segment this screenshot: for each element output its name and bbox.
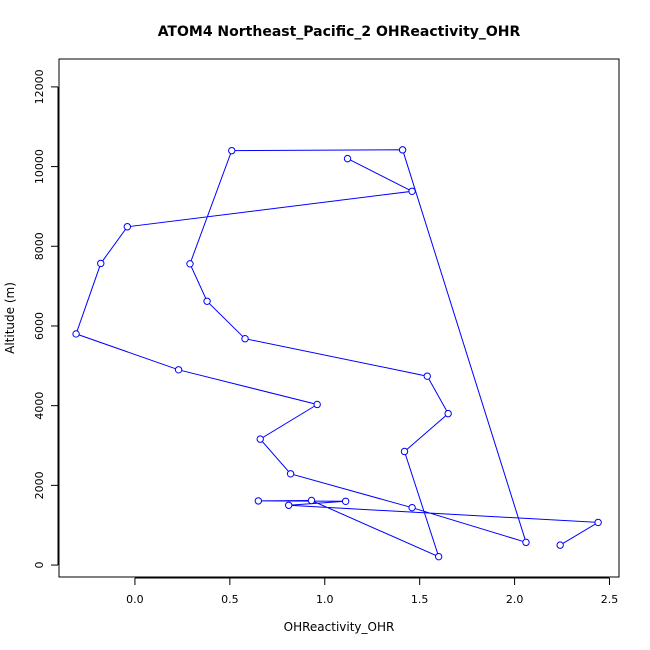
x-tick-label: 1.0	[316, 593, 334, 606]
x-tick-label: 0.5	[221, 593, 239, 606]
y-tick-label: 12000	[33, 69, 46, 104]
data-point	[203, 297, 211, 305]
plot-frame	[58, 58, 620, 578]
data-point	[256, 435, 264, 443]
data-point	[97, 259, 105, 268]
data-point	[286, 470, 295, 478]
y-tick-label: 4000	[33, 392, 46, 420]
data-point	[343, 154, 352, 163]
y-tick-label: 2000	[33, 471, 46, 499]
chart-title: ATOM4 Northeast_Pacific_2 OHReactivity_O…	[158, 24, 521, 40]
x-axis: 0.0 0.5 1.0 1.5 2.0 2.5	[126, 577, 619, 606]
data-point	[174, 366, 183, 374]
y-tick-label: 8000	[33, 232, 46, 260]
data-point	[313, 400, 321, 409]
data-point	[186, 260, 194, 268]
data-point	[307, 496, 316, 505]
data-point	[408, 503, 416, 512]
data-point	[400, 447, 409, 456]
series-line	[75, 149, 600, 558]
data-point	[341, 497, 350, 505]
y-axis-label: Altitude (m)	[3, 282, 17, 354]
data-point	[556, 541, 564, 549]
y-axis: 0 2000 4000 6000 8000 10000 12000	[33, 69, 59, 569]
series-lines	[75, 149, 600, 558]
data-point	[254, 497, 263, 505]
data-point	[408, 187, 416, 195]
data-point	[123, 223, 132, 231]
x-axis-label: OHReactivity_OHR	[284, 620, 395, 634]
data-point	[522, 538, 530, 547]
y-tick-label: 10000	[33, 149, 46, 184]
data-point	[398, 146, 407, 154]
data-point	[228, 146, 236, 155]
x-tick-label: 2.0	[506, 593, 524, 606]
data-point	[72, 330, 80, 338]
data-point	[434, 552, 443, 561]
y-tick-label: 6000	[33, 312, 46, 340]
data-point	[241, 335, 249, 343]
x-tick-label: 2.5	[601, 593, 619, 606]
y-tick-label: 0	[33, 562, 46, 569]
x-tick-label: 1.5	[411, 593, 429, 606]
data-point	[284, 501, 293, 509]
series-points	[72, 146, 602, 561]
data-point	[423, 372, 431, 380]
data-point	[594, 518, 602, 527]
data-point	[444, 409, 452, 418]
x-tick-label: 0.0	[126, 593, 144, 606]
